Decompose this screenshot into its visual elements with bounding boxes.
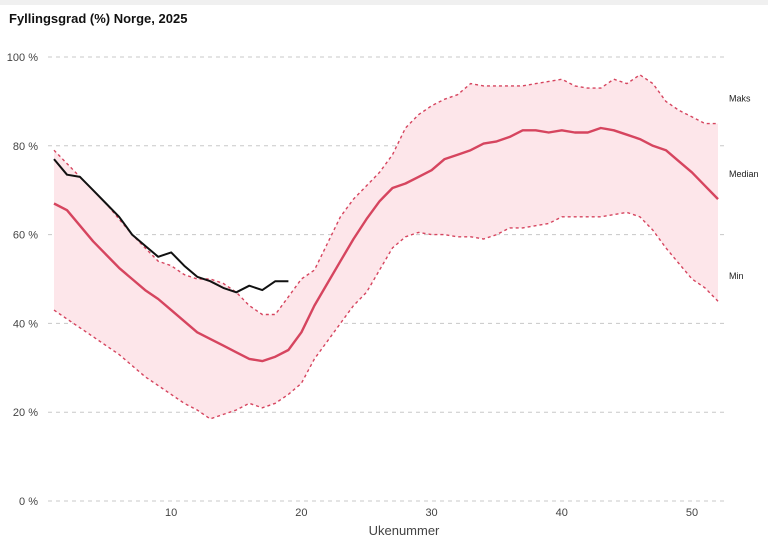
- end-label-median: Median: [729, 169, 759, 179]
- x-tick-label: 20: [295, 507, 307, 519]
- end-label-min: Min: [729, 271, 744, 281]
- top-bar: [0, 0, 768, 5]
- min-max-band: [54, 74, 718, 419]
- series-median-line: [53, 126, 719, 363]
- x-axis-ticks: 10 20 30 40 50: [165, 507, 698, 519]
- series-maks-line: [53, 74, 718, 316]
- y-tick-label: 60 %: [13, 230, 38, 242]
- x-tick-label: 10: [165, 507, 177, 519]
- x-tick-label: 30: [425, 507, 437, 519]
- y-tick-label: 0 %: [19, 496, 38, 508]
- y-axis-ticks: 0 % 20 % 40 % 60 % 80 % 100 %: [7, 52, 38, 508]
- series-end-labels: Maks Median Min: [729, 94, 759, 282]
- y-tick-label: 40 %: [13, 318, 38, 330]
- y-tick-label: 80 %: [13, 141, 38, 153]
- end-label-maks: Maks: [729, 94, 751, 104]
- series-min-line: [53, 211, 719, 420]
- y-tick-label: 20 %: [13, 407, 38, 419]
- x-tick-label: 50: [686, 507, 698, 519]
- y-tick-label: 100 %: [7, 52, 38, 64]
- x-axis-label: Ukenummer: [369, 523, 440, 538]
- series-2025-line: [53, 158, 289, 294]
- chart-title: Fyllingsgrad (%) Norge, 2025: [9, 11, 188, 26]
- x-tick-label: 40: [556, 507, 568, 519]
